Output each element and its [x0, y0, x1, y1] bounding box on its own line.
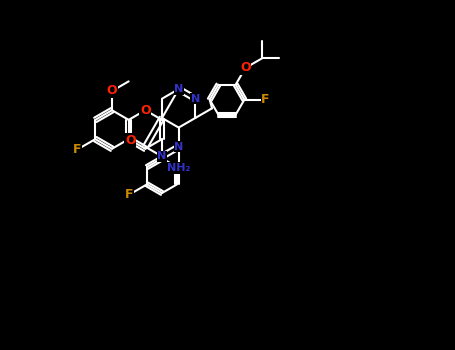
- Text: F: F: [124, 188, 133, 202]
- Text: O: O: [125, 134, 136, 147]
- Text: N: N: [174, 142, 183, 152]
- Text: F: F: [73, 143, 81, 156]
- Text: F: F: [261, 93, 270, 106]
- Text: N: N: [174, 84, 183, 94]
- Text: O: O: [140, 104, 151, 117]
- Text: N: N: [191, 94, 200, 104]
- Text: NH₂: NH₂: [167, 163, 190, 173]
- Text: N: N: [157, 152, 167, 161]
- Text: O: O: [240, 62, 251, 75]
- Text: O: O: [106, 84, 117, 98]
